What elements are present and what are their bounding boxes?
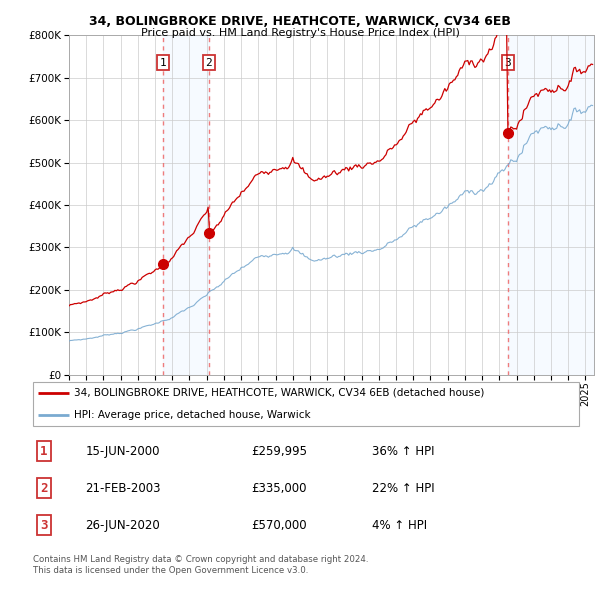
Text: 2: 2 <box>205 58 212 67</box>
Text: £570,000: £570,000 <box>251 519 307 532</box>
Text: 1: 1 <box>160 58 166 67</box>
Text: £259,995: £259,995 <box>251 445 307 458</box>
Text: 15-JUN-2000: 15-JUN-2000 <box>85 445 160 458</box>
Text: 2: 2 <box>40 481 47 495</box>
FancyBboxPatch shape <box>33 382 579 426</box>
Text: HPI: Average price, detached house, Warwick: HPI: Average price, detached house, Warw… <box>74 411 311 421</box>
Bar <box>163 35 209 375</box>
Text: 26-JUN-2020: 26-JUN-2020 <box>85 519 160 532</box>
Text: 21-FEB-2003: 21-FEB-2003 <box>85 481 161 495</box>
Text: 1: 1 <box>40 445 47 458</box>
Text: 22% ↑ HPI: 22% ↑ HPI <box>372 481 435 495</box>
Text: 34, BOLINGBROKE DRIVE, HEATHCOTE, WARWICK, CV34 6EB (detached house): 34, BOLINGBROKE DRIVE, HEATHCOTE, WARWIC… <box>74 388 485 398</box>
Text: 3: 3 <box>504 58 511 67</box>
Text: £335,000: £335,000 <box>251 481 307 495</box>
Text: 36% ↑ HPI: 36% ↑ HPI <box>372 445 435 458</box>
Text: Contains HM Land Registry data © Crown copyright and database right 2024.: Contains HM Land Registry data © Crown c… <box>33 555 368 563</box>
Text: 34, BOLINGBROKE DRIVE, HEATHCOTE, WARWICK, CV34 6EB: 34, BOLINGBROKE DRIVE, HEATHCOTE, WARWIC… <box>89 15 511 28</box>
Text: Price paid vs. HM Land Registry's House Price Index (HPI): Price paid vs. HM Land Registry's House … <box>140 28 460 38</box>
Text: This data is licensed under the Open Government Licence v3.0.: This data is licensed under the Open Gov… <box>33 566 308 575</box>
Bar <box>508 35 594 375</box>
Text: 4% ↑ HPI: 4% ↑ HPI <box>372 519 427 532</box>
Text: 3: 3 <box>40 519 47 532</box>
